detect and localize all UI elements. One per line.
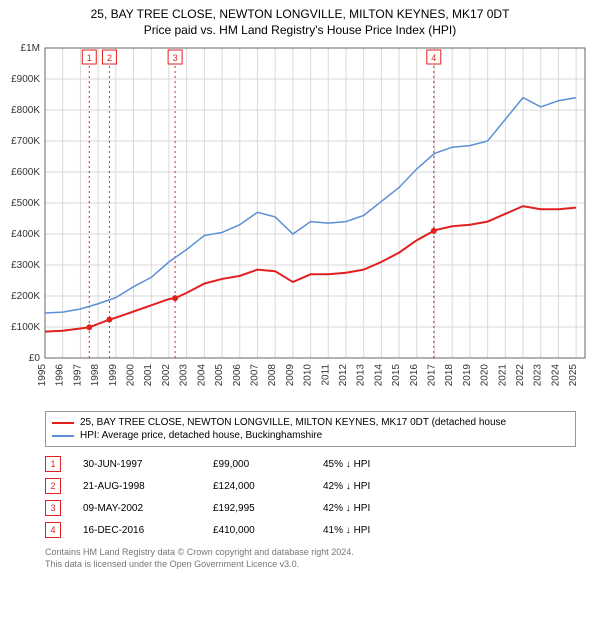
y-tick-label: £0 — [29, 353, 41, 364]
y-tick-label: £800K — [11, 105, 40, 116]
x-tick-label: 2003 — [179, 364, 190, 387]
transaction-price: £192,995 — [213, 503, 323, 514]
title-line-1: 25, BAY TREE CLOSE, NEWTON LONGVILLE, MI… — [0, 6, 600, 22]
x-tick-label: 2010 — [303, 364, 314, 387]
y-tick-label: £100K — [11, 322, 40, 333]
x-tick-label: 2018 — [444, 364, 455, 387]
transaction-row: 1 30-JUN-1997£99,00045% ↓ HPI — [45, 453, 576, 475]
x-tick-label: 2007 — [249, 364, 260, 387]
x-tick-label: 2000 — [126, 364, 137, 387]
x-tick-label: 2014 — [373, 364, 384, 387]
sale-marker-number: 3 — [173, 53, 178, 63]
x-tick-label: 1999 — [108, 364, 119, 387]
y-tick-label: £400K — [11, 229, 40, 240]
page-container: 25, BAY TREE CLOSE, NEWTON LONGVILLE, MI… — [0, 0, 600, 571]
chart-title: 25, BAY TREE CLOSE, NEWTON LONGVILLE, MI… — [0, 0, 600, 38]
y-tick-label: £200K — [11, 291, 40, 302]
x-tick-label: 2012 — [338, 364, 349, 387]
transaction-marker: 1 — [45, 456, 61, 472]
transaction-diff: 41% ↓ HPI — [323, 525, 433, 536]
transaction-marker: 3 — [45, 500, 61, 516]
x-tick-label: 2006 — [232, 364, 243, 387]
x-tick-label: 2023 — [533, 364, 544, 387]
x-tick-label: 2002 — [161, 364, 172, 387]
x-tick-label: 2016 — [409, 364, 420, 387]
x-tick-label: 2022 — [515, 364, 526, 387]
y-tick-label: £500K — [11, 198, 40, 209]
x-tick-label: 2017 — [427, 364, 438, 387]
sale-marker-number: 4 — [431, 53, 436, 63]
transaction-row: 3 09-MAY-2002£192,99542% ↓ HPI — [45, 497, 576, 519]
chart-svg: £0 £100K £200K £300K £400K £500K £600K £700K £80… — [0, 38, 600, 403]
title-line-2: Price paid vs. HM Land Registry's House … — [0, 22, 600, 38]
x-tick-label: 1995 — [37, 364, 48, 387]
x-tick-label: 2004 — [196, 364, 207, 387]
x-tick-label: 2005 — [214, 364, 225, 387]
transaction-table: 1 30-JUN-1997£99,00045% ↓ HPI 2 21-AUG-1998… — [45, 453, 576, 541]
x-tick-label: 2021 — [497, 364, 508, 387]
x-tick-label: 1998 — [90, 364, 101, 387]
sale-marker-number: 2 — [107, 53, 112, 63]
transaction-date: 21-AUG-1998 — [83, 481, 213, 492]
legend-swatch — [52, 435, 74, 437]
transaction-date: 09-MAY-2002 — [83, 503, 213, 514]
x-tick-label: 2013 — [356, 364, 367, 387]
x-tick-label: 2008 — [267, 364, 278, 387]
legend-item: HPI: Average price, detached house, Buck… — [52, 429, 569, 442]
x-tick-label: 2009 — [285, 364, 296, 387]
transaction-diff: 42% ↓ HPI — [323, 481, 433, 492]
x-tick-label: 1997 — [72, 364, 83, 387]
chart-area: £0 £100K £200K £300K £400K £500K £600K £700K £80… — [0, 38, 600, 403]
y-tick-label: £1M — [21, 43, 40, 54]
transaction-marker: 2 — [45, 478, 61, 494]
footer-line-2: This data is licensed under the Open Gov… — [45, 559, 576, 571]
sale-marker-number: 1 — [87, 53, 92, 63]
x-tick-label: 2019 — [462, 364, 473, 387]
transaction-date: 16-DEC-2016 — [83, 525, 213, 536]
y-tick-label: £300K — [11, 260, 40, 271]
transaction-marker: 4 — [45, 522, 61, 538]
x-tick-label: 2011 — [320, 364, 331, 386]
x-tick-label: 2024 — [550, 364, 561, 387]
transaction-date: 30-JUN-1997 — [83, 459, 213, 470]
footer-attribution: Contains HM Land Registry data © Crown c… — [45, 547, 576, 570]
transaction-price: £99,000 — [213, 459, 323, 470]
transaction-row: 2 21-AUG-1998£124,00042% ↓ HPI — [45, 475, 576, 497]
sale-point-dot — [431, 228, 437, 234]
transaction-price: £410,000 — [213, 525, 323, 536]
legend-label: HPI: Average price, detached house, Buck… — [80, 430, 322, 441]
transaction-price: £124,000 — [213, 481, 323, 492]
legend-swatch — [52, 422, 74, 424]
sale-point-dot — [106, 317, 112, 323]
y-tick-label: £700K — [11, 136, 40, 147]
legend-item: 25, BAY TREE CLOSE, NEWTON LONGVILLE, MI… — [52, 416, 569, 429]
x-tick-label: 2020 — [480, 364, 491, 387]
transaction-row: 4 16-DEC-2016£410,00041% ↓ HPI — [45, 519, 576, 541]
x-tick-label: 2025 — [568, 364, 579, 387]
sale-point-dot — [172, 296, 178, 302]
x-tick-label: 1996 — [55, 364, 66, 387]
x-tick-label: 2015 — [391, 364, 402, 387]
legend: 25, BAY TREE CLOSE, NEWTON LONGVILLE, MI… — [45, 411, 576, 447]
footer-line-1: Contains HM Land Registry data © Crown c… — [45, 547, 576, 559]
y-tick-label: £900K — [11, 74, 40, 85]
transaction-diff: 45% ↓ HPI — [323, 459, 433, 470]
legend-label: 25, BAY TREE CLOSE, NEWTON LONGVILLE, MI… — [80, 417, 506, 428]
transaction-diff: 42% ↓ HPI — [323, 503, 433, 514]
sale-point-dot — [86, 325, 92, 331]
x-tick-label: 2001 — [143, 364, 154, 387]
y-tick-label: £600K — [11, 167, 40, 178]
